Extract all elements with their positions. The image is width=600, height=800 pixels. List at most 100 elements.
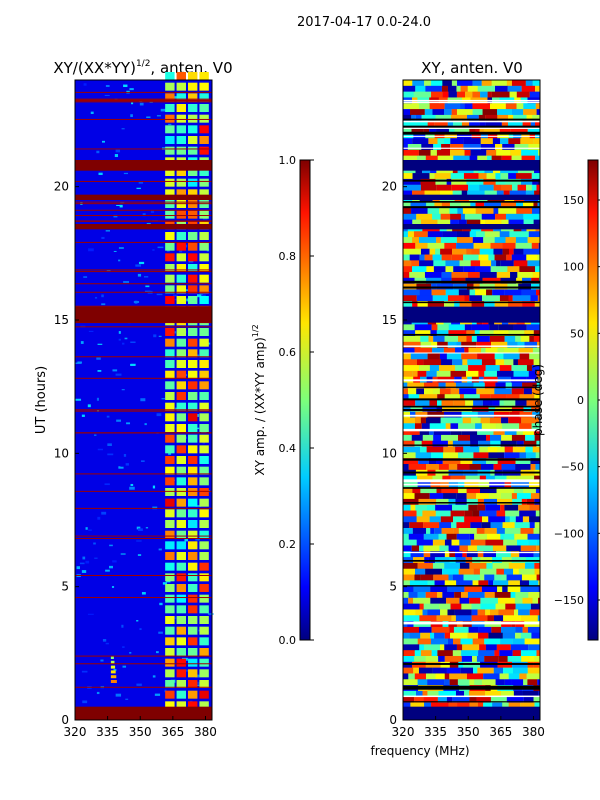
amp-channel-cell	[176, 381, 186, 390]
phase-cell	[495, 603, 506, 610]
amp-noise-cell	[96, 397, 99, 401]
phase-cell	[436, 149, 451, 156]
amp-channel-cell	[176, 552, 186, 560]
phase-cell	[487, 446, 498, 453]
phase-cell	[408, 388, 417, 395]
phase-cell	[403, 295, 417, 302]
phase-cell	[495, 405, 512, 412]
phase-cell	[510, 272, 518, 279]
phase-cell	[538, 690, 540, 698]
amp-channel-cell	[199, 104, 209, 112]
phase-cell	[485, 347, 498, 354]
phase-cell	[532, 272, 540, 279]
phase-cell	[455, 382, 474, 389]
amp-channel-cell	[187, 242, 198, 251]
phase-cell	[428, 458, 437, 465]
amp-channel-cell	[187, 370, 198, 379]
phase-cell	[501, 202, 517, 209]
phase-cell	[454, 551, 463, 558]
phase-cell	[427, 679, 445, 686]
phase-cell	[423, 551, 431, 558]
amp-channel-cell	[176, 573, 186, 582]
phase-cell	[488, 405, 496, 412]
phase-cell	[493, 208, 499, 215]
phase-flagged-band	[403, 706, 540, 720]
phase-cell	[403, 336, 421, 343]
phase-cell	[461, 190, 468, 197]
amp-noise-cell	[139, 102, 144, 106]
phase-cell	[403, 440, 415, 447]
amp-noise-cell	[116, 204, 122, 207]
phase-cell	[537, 178, 540, 186]
phase-cell	[525, 80, 533, 87]
phase-cell	[419, 254, 425, 261]
phase-cell	[511, 679, 524, 686]
phase-cell	[450, 475, 466, 482]
amp-channel-cell	[187, 114, 198, 123]
amp-channel-cell	[187, 381, 198, 390]
amp-channel-cell	[187, 434, 198, 443]
amp-channel-cell	[199, 178, 209, 187]
amp-noise-cell	[195, 505, 202, 507]
phase-cell	[528, 644, 540, 651]
phase-flag-line	[403, 701, 540, 703]
amp-flag-line	[75, 101, 212, 103]
phase-cell	[437, 219, 451, 226]
phase-cell	[526, 254, 538, 261]
amp-noise-cell	[118, 259, 121, 262]
phase-cell	[506, 545, 521, 552]
phase-cell	[430, 632, 435, 639]
phase-cell	[485, 609, 490, 616]
phase-cell	[419, 545, 424, 552]
phase-cell	[432, 213, 441, 220]
amp-channel-cell	[165, 93, 175, 102]
phase-cell	[419, 429, 430, 436]
phase-cell	[415, 568, 426, 575]
phase-cell	[460, 85, 468, 92]
phase-cell	[502, 586, 508, 593]
phase-cell	[526, 365, 532, 372]
phase-cell	[512, 638, 525, 645]
amp-noise-cell	[195, 538, 200, 541]
phase-cell	[523, 405, 532, 412]
amp-channel-cell	[165, 424, 175, 432]
phase-cell	[529, 609, 540, 616]
phase-cell	[463, 138, 481, 145]
phase-cell	[515, 458, 531, 465]
phase-cell	[493, 248, 503, 255]
amp-noise-cell	[115, 693, 122, 697]
amp-noise-cell	[88, 529, 92, 531]
amp-noise-cell	[131, 102, 134, 105]
phase-cell	[469, 231, 477, 238]
amp-channel-cell	[187, 552, 198, 560]
phase-cell	[441, 144, 451, 151]
amp-noise-cell	[158, 335, 162, 337]
phase-flag-line	[403, 120, 540, 123]
phase-cell	[511, 434, 526, 442]
phase-cell	[417, 370, 427, 378]
phase-cell	[461, 603, 472, 610]
phase-cell	[531, 242, 539, 250]
phase-cell	[436, 615, 452, 622]
phase-cell	[522, 690, 539, 698]
phase-cell	[478, 650, 495, 657]
amp-noise-cell	[107, 453, 114, 456]
amp-channel-cell	[199, 264, 209, 272]
amp-x-ticks: 320 335 350 365 380	[64, 716, 217, 739]
amp-channel-cell	[176, 648, 186, 656]
phase-cell	[414, 696, 424, 703]
amp-noise-cell	[159, 602, 163, 606]
amp-channel-cell	[187, 232, 198, 240]
phase-cell	[419, 103, 430, 110]
amp-channel-cell	[176, 82, 186, 91]
phase-cell	[449, 208, 458, 215]
phase-cell	[442, 80, 452, 87]
amp-noise-cell	[75, 398, 82, 401]
phase-cell	[509, 248, 514, 255]
phase-cell	[533, 429, 540, 436]
phase-cell	[443, 446, 456, 453]
phase-cell	[456, 493, 467, 500]
phase-cell	[459, 597, 470, 604]
phase-cell	[478, 370, 485, 378]
